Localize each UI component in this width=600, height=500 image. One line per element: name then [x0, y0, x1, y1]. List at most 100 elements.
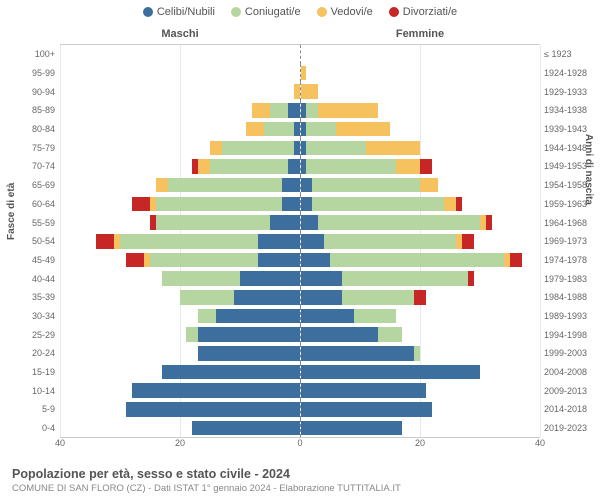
- age-label: 95-99: [10, 68, 55, 78]
- female-side: [301, 45, 541, 64]
- bar: [301, 141, 421, 156]
- age-row: 45-491974-1978: [60, 251, 540, 270]
- bar: [192, 159, 300, 174]
- segment-coniugati: [198, 309, 216, 324]
- female-side: [301, 251, 541, 270]
- female-side: [301, 363, 541, 382]
- female-side: [301, 307, 541, 326]
- segment-celibi: [301, 215, 319, 230]
- bar: [301, 234, 475, 249]
- age-row: 95-991924-1928: [60, 64, 540, 83]
- bar: [301, 122, 391, 137]
- female-side: [301, 120, 541, 139]
- male-side: [60, 45, 301, 64]
- bar: [162, 271, 300, 286]
- year-label: 1924-1928: [544, 68, 596, 78]
- age-row: 30-341989-1993: [60, 307, 540, 326]
- female-side: [301, 419, 541, 438]
- female-side: [301, 195, 541, 214]
- age-label: 55-59: [10, 218, 55, 228]
- year-label: 1954-1958: [544, 180, 596, 190]
- segment-divorziati: [468, 271, 474, 286]
- segment-coniugati: [180, 290, 234, 305]
- year-label: 1934-1938: [544, 105, 596, 115]
- male-side: [60, 157, 301, 176]
- female-side: [301, 82, 541, 101]
- segment-celibi: [198, 346, 300, 361]
- segment-coniugati: [312, 178, 420, 193]
- segment-vedovi: [156, 178, 168, 193]
- age-label: 40-44: [10, 274, 55, 284]
- bar: [132, 197, 300, 212]
- bar: [301, 346, 421, 361]
- segment-vedovi: [198, 159, 210, 174]
- segment-celibi: [301, 290, 343, 305]
- year-label: 1989-1993: [544, 311, 596, 321]
- segment-vedovi: [318, 103, 378, 118]
- segment-celibi: [234, 290, 300, 305]
- female-side: [301, 232, 541, 251]
- age-label: 35-39: [10, 292, 55, 302]
- year-label: ≤ 1923: [544, 49, 596, 59]
- legend-item-divorziati: Divorziati/e: [389, 6, 457, 18]
- x-tick: 40: [535, 438, 545, 448]
- age-label: 90-94: [10, 87, 55, 97]
- segment-celibi: [132, 383, 300, 398]
- age-label: 0-4: [10, 423, 55, 433]
- segment-celibi: [270, 215, 300, 230]
- segment-vedovi: [246, 122, 264, 137]
- segment-vedovi: [444, 197, 456, 212]
- age-row: 90-941929-1933: [60, 82, 540, 101]
- segment-celibi: [301, 309, 355, 324]
- y-axis-left-label: Fasce di età: [6, 183, 17, 240]
- male-side: [60, 363, 301, 382]
- bar: [294, 84, 300, 99]
- bar: [301, 253, 523, 268]
- year-label: 1944-1948: [544, 143, 596, 153]
- segment-divorziati: [414, 290, 426, 305]
- bar: [301, 365, 481, 380]
- divorziati-swatch-icon: [389, 7, 399, 17]
- age-label: 25-29: [10, 330, 55, 340]
- bar: [162, 365, 300, 380]
- segment-coniugati: [264, 122, 294, 137]
- age-row: 50-541969-1973: [60, 232, 540, 251]
- segment-coniugati: [306, 141, 366, 156]
- segment-divorziati: [510, 253, 522, 268]
- female-side: [301, 157, 541, 176]
- segment-coniugati: [414, 346, 420, 361]
- age-label: 75-79: [10, 143, 55, 153]
- female-side: [301, 381, 541, 400]
- segment-vedovi: [252, 103, 270, 118]
- female-side: [301, 400, 541, 419]
- year-label: 1964-1968: [544, 218, 596, 228]
- year-label: 1929-1933: [544, 87, 596, 97]
- year-label: 2014-2018: [544, 404, 596, 414]
- age-row: 80-841939-1943: [60, 120, 540, 139]
- segment-coniugati: [150, 253, 258, 268]
- bar: [192, 421, 300, 436]
- male-side: [60, 381, 301, 400]
- age-row: 5-92014-2018: [60, 400, 540, 419]
- age-row: 0-42019-2023: [60, 419, 540, 438]
- segment-celibi: [301, 327, 379, 342]
- age-label: 5-9: [10, 404, 55, 414]
- year-label: 1994-1998: [544, 330, 596, 340]
- bar: [301, 421, 403, 436]
- year-label: 1974-1978: [544, 255, 596, 265]
- year-label: 2019-2023: [544, 423, 596, 433]
- male-side: [60, 344, 301, 363]
- segment-celibi: [301, 197, 313, 212]
- bar: [301, 402, 433, 417]
- male-side: [60, 82, 301, 101]
- bar: [150, 215, 300, 230]
- vedovi-swatch-icon: [317, 7, 327, 17]
- x-tick: 0: [297, 438, 302, 448]
- segment-coniugati: [306, 159, 396, 174]
- male-side: [60, 288, 301, 307]
- bar: [210, 141, 300, 156]
- legend: Celibi/NubiliConiugati/eVedovi/eDivorzia…: [0, 0, 600, 20]
- segment-coniugati: [156, 197, 282, 212]
- age-row: 75-791944-1948: [60, 138, 540, 157]
- female-side: [301, 269, 541, 288]
